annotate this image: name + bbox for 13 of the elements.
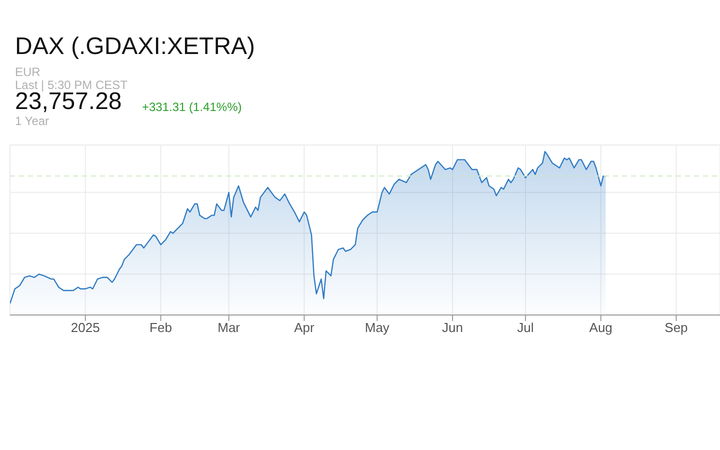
text: EUR <box>15 65 40 79</box>
x-tick-label: May <box>364 320 390 336</box>
x-tick-label: Apr <box>294 320 315 336</box>
x-tick-label: Aug <box>589 320 612 336</box>
text: 1 Year <box>15 114 50 128</box>
x-tick-label: Mar <box>218 320 241 336</box>
x-tick-label: 2025 <box>70 320 100 336</box>
x-tick-label: Jun <box>442 320 464 336</box>
x-tick-label: Feb <box>150 320 172 336</box>
x-tick-label: Jul <box>517 320 534 336</box>
x-tick-label: Sep <box>664 320 688 336</box>
chart-title: DAX (.GDAXI:XETRA) <box>15 33 256 61</box>
text: +331.31 (1.41%%) <box>142 100 242 114</box>
